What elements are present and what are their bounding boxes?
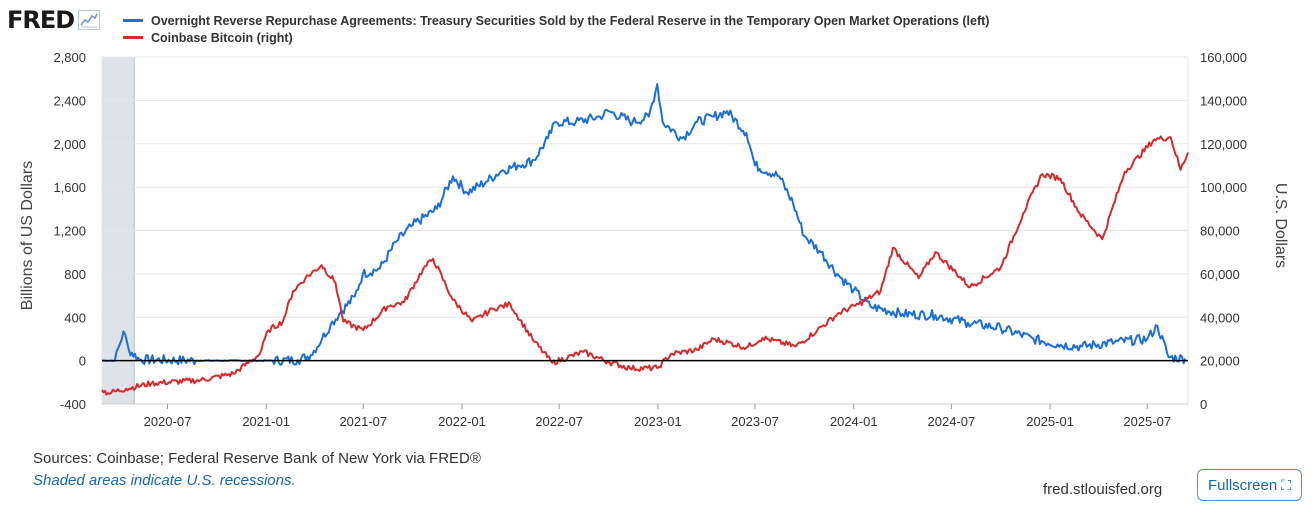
series-line-bitcoin bbox=[101, 135, 1189, 396]
y-right-tick-label: 140,000 bbox=[1200, 93, 1247, 108]
legend-item-rrp[interactable]: Overnight Reverse Repurchase Agreements:… bbox=[123, 12, 989, 29]
y-left-tick-label: 400 bbox=[64, 310, 86, 325]
y-left-tick-label: 2,800 bbox=[53, 50, 86, 65]
y-right-tick-label: 40,000 bbox=[1200, 310, 1240, 325]
fullscreen-button[interactable]: Fullscreen ⛶ bbox=[1197, 469, 1302, 501]
y-right-tick-label: 20,000 bbox=[1200, 354, 1240, 369]
x-tick-label: 2022-01 bbox=[438, 414, 486, 429]
fred-logo-text: FRED bbox=[7, 6, 75, 34]
site-url[interactable]: fred.stlouisfed.org bbox=[1043, 481, 1163, 498]
legend-item-bitcoin[interactable]: Coinbase Bitcoin (right) bbox=[123, 29, 989, 46]
y-right-tick-label: 100,000 bbox=[1200, 180, 1247, 195]
x-tick-label: 2023-01 bbox=[634, 414, 682, 429]
chart-legend: Overnight Reverse Repurchase Agreements:… bbox=[123, 12, 989, 46]
y-left-tick-label: 800 bbox=[64, 267, 86, 282]
y-right-tick-label: 60,000 bbox=[1200, 267, 1240, 282]
x-tick-label: 2020-07 bbox=[144, 414, 192, 429]
fred-logo[interactable]: FRED bbox=[7, 6, 101, 34]
x-tick-label: 2025-07 bbox=[1123, 414, 1171, 429]
fullscreen-label: Fullscreen bbox=[1207, 476, 1278, 494]
y-right-axis-title: U.S. Dollars bbox=[1272, 183, 1289, 268]
series-line-rrp bbox=[102, 83, 1187, 366]
x-tick-label: 2024-01 bbox=[830, 414, 878, 429]
legend-swatch-bitcoin bbox=[123, 36, 143, 39]
legend-label-bitcoin: Coinbase Bitcoin (right) bbox=[151, 30, 293, 45]
legend-label-rrp: Overnight Reverse Repurchase Agreements:… bbox=[151, 13, 990, 28]
x-tick-label: 2024-07 bbox=[928, 414, 976, 429]
x-tick-label: 2025-01 bbox=[1026, 414, 1074, 429]
x-tick-label: 2021-01 bbox=[242, 414, 290, 429]
y-left-tick-label: 0 bbox=[79, 354, 86, 369]
sources-text: Sources: Coinbase; Federal Reserve Bank … bbox=[33, 450, 481, 467]
y-left-tick-label: -400 bbox=[60, 397, 86, 412]
chart-line-icon bbox=[78, 10, 101, 30]
y-left-axis-title: Billions of US Dollars bbox=[19, 161, 36, 310]
chart-header: FRED Overnight Reverse Repurchase Agreem… bbox=[0, 0, 1314, 50]
y-right-tick-label: 80,000 bbox=[1200, 224, 1240, 239]
y-left-tick-label: 1,200 bbox=[53, 224, 86, 239]
legend-swatch-rrp bbox=[123, 19, 143, 22]
y-right-tick-label: 160,000 bbox=[1200, 50, 1247, 65]
line-chart: -400 0 400 800 1,200 1,600 2,000 2,400 2,800 0 20,… bbox=[19, 50, 1289, 429]
x-tick-label: 2022-07 bbox=[535, 414, 583, 429]
y-right-tick-label: 0 bbox=[1200, 397, 1207, 412]
y-left-tick-label: 2,000 bbox=[53, 137, 86, 152]
recession-note: Shaded areas indicate U.S. recessions. bbox=[33, 472, 296, 489]
y-left-tick-label: 1,600 bbox=[53, 180, 86, 195]
x-tick-label: 2021-07 bbox=[339, 414, 387, 429]
x-tick-label: 2023-07 bbox=[731, 414, 779, 429]
expand-icon: ⛶ bbox=[1281, 476, 1291, 493]
y-right-tick-label: 120,000 bbox=[1200, 137, 1247, 152]
y-left-tick-label: 2,400 bbox=[53, 93, 86, 108]
